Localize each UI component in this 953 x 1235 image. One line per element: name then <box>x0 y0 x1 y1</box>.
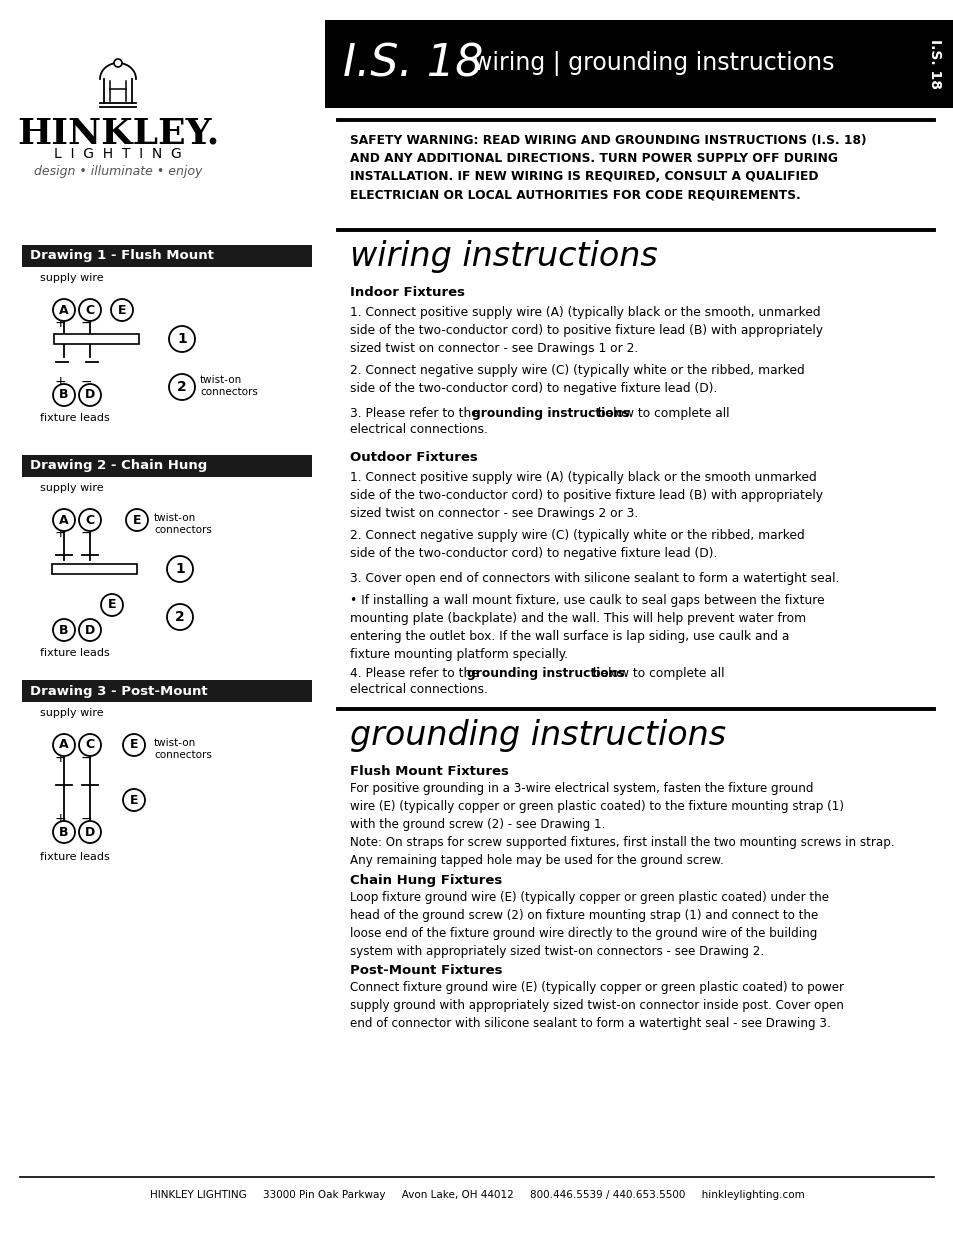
Text: Flush Mount Fixtures: Flush Mount Fixtures <box>350 764 508 778</box>
Circle shape <box>101 594 123 616</box>
Text: B: B <box>59 389 69 401</box>
Text: +: + <box>54 316 66 330</box>
Text: E: E <box>108 599 116 611</box>
Text: +: + <box>54 375 66 389</box>
Text: Loop fixture ground wire (E) (typically copper or green plastic coated) under th: Loop fixture ground wire (E) (typically … <box>350 890 828 958</box>
Text: supply wire: supply wire <box>40 708 104 718</box>
Text: A: A <box>59 514 69 526</box>
Circle shape <box>167 604 193 630</box>
Text: twist-on: twist-on <box>153 739 196 748</box>
Text: +: + <box>54 811 66 826</box>
Text: 1: 1 <box>177 332 187 346</box>
Text: 1. Connect positive supply wire (A) (typically black or the smooth, unmarked
sid: 1. Connect positive supply wire (A) (typ… <box>350 306 822 354</box>
Text: −: − <box>80 526 91 540</box>
Text: −: − <box>80 316 91 330</box>
Text: E: E <box>117 304 126 316</box>
Text: D: D <box>85 389 95 401</box>
Bar <box>22 245 312 267</box>
Bar <box>915 20 953 107</box>
Text: design • illuminate • enjoy: design • illuminate • enjoy <box>33 165 202 178</box>
Text: A: A <box>59 304 69 316</box>
Circle shape <box>79 384 101 406</box>
Text: twist-on: twist-on <box>153 513 196 522</box>
Text: Outdoor Fixtures: Outdoor Fixtures <box>350 451 477 464</box>
Text: fixture leads: fixture leads <box>40 648 110 658</box>
Text: −: − <box>80 811 91 826</box>
Text: C: C <box>86 739 94 752</box>
Circle shape <box>53 734 75 756</box>
Circle shape <box>79 509 101 531</box>
Text: grounding instructions: grounding instructions <box>350 719 725 752</box>
Text: E: E <box>130 794 138 806</box>
Text: 4. Please refer to the: 4. Please refer to the <box>350 667 482 680</box>
Text: HINKLEY.: HINKLEY. <box>17 117 219 151</box>
Circle shape <box>169 374 194 400</box>
Text: Drawing 3 - Post-Mount: Drawing 3 - Post-Mount <box>30 684 208 698</box>
Text: 2: 2 <box>177 380 187 394</box>
Circle shape <box>79 299 101 321</box>
Text: Indoor Fixtures: Indoor Fixtures <box>350 287 464 299</box>
Text: A: A <box>59 739 69 752</box>
Text: L  I  G  H  T  I  N  G: L I G H T I N G <box>54 147 182 161</box>
Circle shape <box>79 734 101 756</box>
Bar <box>52 564 137 574</box>
Text: SAFETY WARNING: READ WIRING AND GROUNDING INSTRUCTIONS (I.S. 18)
AND ANY ADDITIO: SAFETY WARNING: READ WIRING AND GROUNDIN… <box>350 135 865 201</box>
Circle shape <box>123 789 145 811</box>
Text: Connect fixture ground wire (E) (typically copper or green plastic coated) to po: Connect fixture ground wire (E) (typical… <box>350 981 843 1030</box>
Text: supply wire: supply wire <box>40 273 104 283</box>
Text: Drawing 2 - Chain Hung: Drawing 2 - Chain Hung <box>30 459 207 473</box>
Text: wiring instructions: wiring instructions <box>350 240 657 273</box>
Text: twist-on: twist-on <box>200 375 242 385</box>
Bar <box>22 454 312 477</box>
Text: below to complete all: below to complete all <box>588 667 723 680</box>
Text: 2. Connect negative supply wire (C) (typically white or the ribbed, marked
side : 2. Connect negative supply wire (C) (typ… <box>350 529 804 559</box>
Text: B: B <box>59 825 69 839</box>
Circle shape <box>169 326 194 352</box>
Text: supply wire: supply wire <box>40 483 104 493</box>
Text: • If installing a wall mount fixture, use caulk to seal gaps between the fixture: • If installing a wall mount fixture, us… <box>350 594 823 661</box>
Text: −: − <box>80 751 91 764</box>
Text: grounding instructions: grounding instructions <box>472 408 629 420</box>
Text: C: C <box>86 304 94 316</box>
Text: 3. Please refer to the: 3. Please refer to the <box>350 408 482 420</box>
Circle shape <box>123 734 145 756</box>
Bar <box>54 333 139 345</box>
Text: 2. Connect negative supply wire (C) (typically white or the ribbed, marked
side : 2. Connect negative supply wire (C) (typ… <box>350 364 804 395</box>
Bar <box>22 680 312 701</box>
Text: I.S. 18: I.S. 18 <box>343 42 483 85</box>
Circle shape <box>79 619 101 641</box>
Bar <box>325 20 915 107</box>
Text: wiring | grounding instructions: wiring | grounding instructions <box>473 52 834 77</box>
Text: 1. Connect positive supply wire (A) (typically black or the smooth unmarked
side: 1. Connect positive supply wire (A) (typ… <box>350 471 822 520</box>
Text: fixture leads: fixture leads <box>40 852 110 862</box>
Circle shape <box>53 821 75 844</box>
Text: grounding instructions: grounding instructions <box>467 667 624 680</box>
Text: +: + <box>54 751 66 764</box>
Text: connectors: connectors <box>153 750 212 760</box>
Text: +: + <box>54 526 66 540</box>
Circle shape <box>167 556 193 582</box>
Text: electrical connections.: electrical connections. <box>350 683 487 697</box>
Text: below to complete all: below to complete all <box>594 408 729 420</box>
Circle shape <box>79 821 101 844</box>
Text: fixture leads: fixture leads <box>40 412 110 424</box>
Text: E: E <box>130 739 138 752</box>
Text: Drawing 1 - Flush Mount: Drawing 1 - Flush Mount <box>30 249 213 263</box>
Text: 2: 2 <box>175 610 185 624</box>
Text: Chain Hung Fixtures: Chain Hung Fixtures <box>350 874 501 887</box>
Circle shape <box>111 299 132 321</box>
Text: 3. Cover open end of connectors with silicone sealant to form a watertight seal.: 3. Cover open end of connectors with sil… <box>350 572 839 585</box>
Text: connectors: connectors <box>153 525 212 535</box>
Circle shape <box>126 509 148 531</box>
Text: electrical connections.: electrical connections. <box>350 424 487 436</box>
Circle shape <box>53 384 75 406</box>
Text: Post-Mount Fixtures: Post-Mount Fixtures <box>350 965 502 977</box>
Circle shape <box>53 299 75 321</box>
Circle shape <box>113 59 122 67</box>
Text: I.S. 18: I.S. 18 <box>927 40 941 89</box>
Text: C: C <box>86 514 94 526</box>
Text: HINKLEY LIGHTING     33000 Pin Oak Parkway     Avon Lake, OH 44012     800.446.5: HINKLEY LIGHTING 33000 Pin Oak Parkway A… <box>150 1191 803 1200</box>
Text: connectors: connectors <box>200 387 257 396</box>
Text: 1: 1 <box>175 562 185 576</box>
Text: D: D <box>85 825 95 839</box>
